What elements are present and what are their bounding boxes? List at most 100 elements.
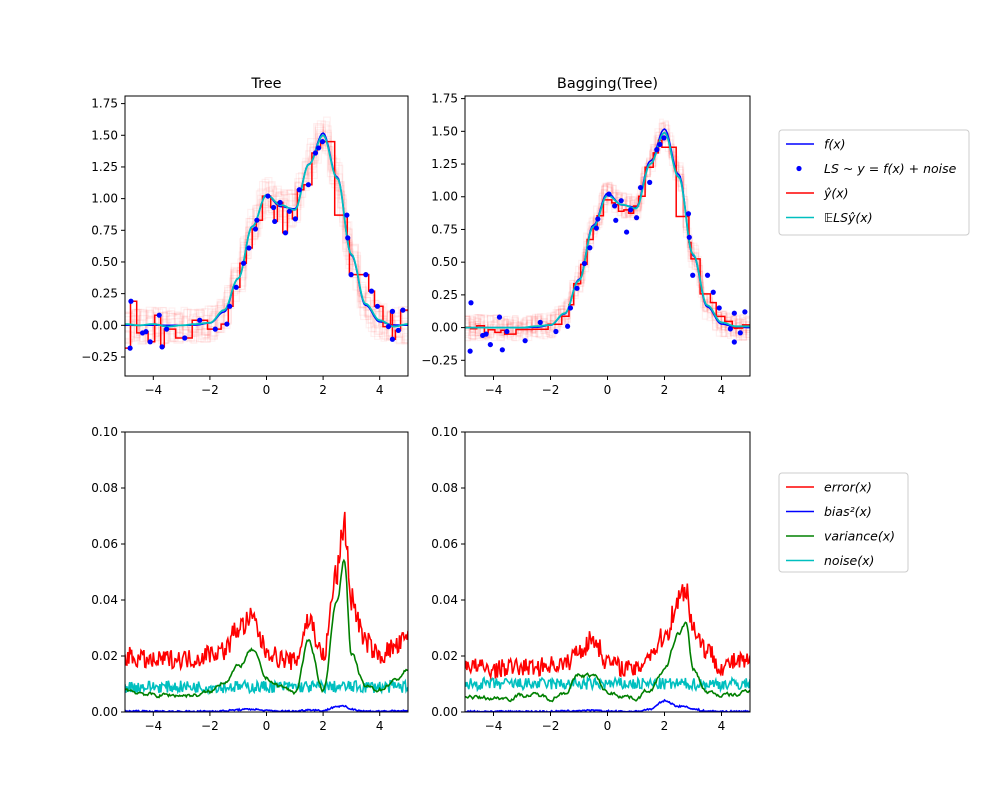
ls-point <box>128 298 134 304</box>
ls-point <box>487 341 493 348</box>
ls-point <box>143 329 149 335</box>
estimate-faint-line <box>125 144 408 344</box>
y-tick-label: −0.25 <box>81 350 118 364</box>
ls-point <box>654 147 660 153</box>
estimate-faint-line <box>465 136 750 339</box>
x-tick-label: −2 <box>201 383 219 397</box>
y-tick-label: 0.04 <box>91 593 118 607</box>
ls-point <box>504 328 510 335</box>
ls-point <box>233 284 239 290</box>
y-tick-label: 1.50 <box>91 128 118 142</box>
ls-point <box>197 317 203 323</box>
x-tick-label: −4 <box>485 719 503 733</box>
ls-point <box>385 323 392 330</box>
ls-point <box>623 229 630 235</box>
ls-point <box>265 193 271 199</box>
x-tick-label: −4 <box>144 383 162 397</box>
ls-point <box>468 300 474 306</box>
ls-point <box>613 217 619 223</box>
x-tick-label: 4 <box>718 383 726 397</box>
y-tick-label: 0.25 <box>431 288 458 302</box>
y-tick-label: 0.06 <box>431 537 458 551</box>
estimate-faint-line <box>125 125 408 345</box>
ls-point <box>292 216 298 222</box>
legend-label: error(x) <box>824 480 872 495</box>
variance-line <box>465 621 750 703</box>
ls-point <box>612 203 618 209</box>
ls-point <box>567 305 574 311</box>
ls-point <box>147 339 153 345</box>
legend-frame <box>778 472 909 573</box>
ls-point <box>389 336 396 342</box>
y-tick-label: 1.00 <box>431 190 458 204</box>
ls-point <box>565 323 571 329</box>
y-tick-label: −0.25 <box>421 353 458 367</box>
axes-3: −4 −2 0 2 4 0.00 0.02 0.04 0.06 0.08 0.10 <box>431 425 751 733</box>
ls-point <box>627 207 634 213</box>
estimate-faint-line <box>125 116 408 344</box>
x-tick-label: 4 <box>376 383 384 397</box>
y-tick-label: 1.00 <box>91 192 118 206</box>
ls-point <box>345 235 351 241</box>
y-tick-label: 0.50 <box>91 255 118 269</box>
estimate-faint-line <box>465 121 750 342</box>
ls-point <box>686 234 692 240</box>
x-tick-label: −4 <box>144 719 162 733</box>
legend-label: variance(x) <box>824 529 895 544</box>
ls-point <box>315 145 322 151</box>
ls-point <box>252 226 259 232</box>
ls-point <box>704 272 711 278</box>
ls-point <box>483 331 489 337</box>
y-tick-label: 0.75 <box>91 223 118 237</box>
ls-point <box>270 204 277 211</box>
estimate-faint-line <box>465 124 750 341</box>
estimate-faint-line <box>465 122 750 337</box>
x-tick-label: 2 <box>661 383 669 397</box>
axes-2: −4 −2 0 2 4 0.00 0.02 0.04 0.06 0.08 0.10 <box>91 425 409 733</box>
ls-point <box>553 328 559 335</box>
legend-label: LS ~ y = f(x) + noise <box>824 161 957 176</box>
estimate-faint-line <box>125 123 408 345</box>
x-tick-label: −2 <box>542 383 560 397</box>
legend-frame <box>778 129 970 236</box>
legend-top: f(x) LS ~ y = f(x) + noise ŷ(x) 𝔼LSŷ(x) <box>778 129 970 236</box>
ls-point <box>272 218 278 225</box>
ls-point <box>127 345 133 351</box>
y-tick-label: 1.75 <box>91 97 118 111</box>
x-tick-label: 4 <box>718 719 726 733</box>
estimate-faint-line <box>125 120 408 345</box>
axes-title: Tree <box>250 76 281 92</box>
ls-point <box>647 179 653 185</box>
x-tick-label: 0 <box>604 719 612 733</box>
estimate-faint-line <box>465 122 750 341</box>
x-tick-label: 0 <box>604 383 612 397</box>
ls-point <box>467 348 473 354</box>
y-tick-label: 0.08 <box>91 481 118 495</box>
ls-point <box>727 326 733 332</box>
ls-point <box>277 199 283 206</box>
y-tick-label: 1.25 <box>431 157 458 171</box>
error-line <box>125 511 408 672</box>
ls-point <box>400 307 406 313</box>
ls-point <box>182 335 188 341</box>
ls-point <box>637 184 644 191</box>
ls-point <box>618 198 624 204</box>
ls-point <box>587 245 593 251</box>
y-tick-label: 0.25 <box>91 287 118 301</box>
ls-point <box>164 326 170 332</box>
y-tick-label: 0.50 <box>431 255 458 269</box>
ls-point <box>227 303 233 309</box>
x-tick-label: 0 <box>263 383 271 397</box>
ls-point <box>305 182 311 188</box>
y-tick-label: 0.04 <box>431 593 458 607</box>
estimate-faint-line <box>465 135 750 341</box>
estimate-faint-line <box>125 135 408 340</box>
x-tick-label: 2 <box>661 719 669 733</box>
ls-point <box>312 150 319 156</box>
y-tick-label: 0.00 <box>431 705 458 719</box>
estimate-faint-line <box>465 118 750 342</box>
ls-point <box>742 309 748 315</box>
y-tick-label: 1.50 <box>431 124 458 138</box>
legend-bottom: error(x) bias²(x) variance(x) noise(x) <box>778 472 909 573</box>
